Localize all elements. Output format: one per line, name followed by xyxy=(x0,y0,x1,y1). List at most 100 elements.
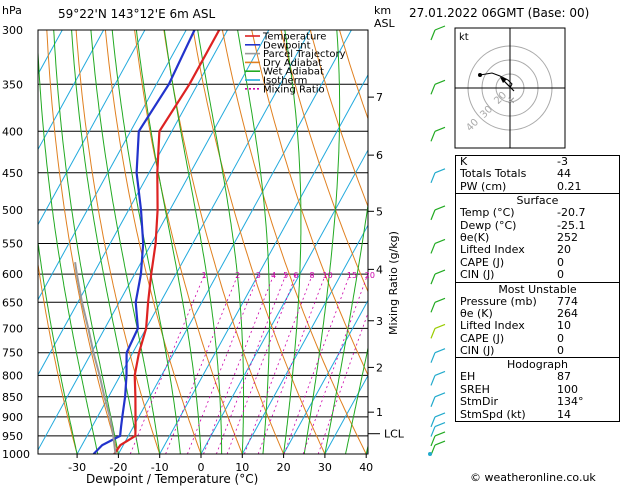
mu-row: Pressure (mb) 774 xyxy=(456,294,619,308)
x-tick-label: -20 xyxy=(109,461,127,474)
wet-adiabat-line xyxy=(197,30,245,454)
mu-label: Pressure (mb) xyxy=(460,294,537,308)
dry-adiabat-line xyxy=(192,30,326,454)
indices-box: K -3 Totals Totals 44 PW (cm) 0.21 xyxy=(455,155,620,195)
wind-barb-flag xyxy=(434,269,446,275)
isotherm-line xyxy=(38,30,187,301)
dry-adiabat-line xyxy=(280,30,368,293)
index-label: PW (cm) xyxy=(460,179,507,193)
isotherm-line xyxy=(283,299,368,454)
x-tick-label: 0 xyxy=(198,461,205,474)
surface-label: Temp (°C) xyxy=(460,206,515,220)
wind-barb-flag xyxy=(434,412,446,418)
most-unstable-title: Most Unstable xyxy=(498,282,577,296)
hodograph-table-box: Hodograph EH 87 SREH 100 StmDir 134° StmSpd… xyxy=(455,357,620,423)
legend-label: Dewpoint xyxy=(263,40,311,51)
wind-barb xyxy=(430,375,436,386)
wind-barb-flag xyxy=(434,370,446,376)
isotherm-line xyxy=(200,149,368,454)
surface-label: CIN (J) xyxy=(460,268,495,282)
isotherm-line xyxy=(76,30,311,454)
hodo-row: StmSpd (kt) 14 xyxy=(456,408,619,421)
mu-value: 10 xyxy=(557,319,571,333)
skewt-grid xyxy=(38,30,368,454)
wet-adiabat-line xyxy=(53,30,119,454)
mu-label: CIN (J) xyxy=(460,344,495,358)
asl-unit: ASL xyxy=(374,17,396,30)
mixing-ratio-line xyxy=(165,273,239,454)
wind-barb-flag xyxy=(434,392,446,398)
wet-adiabat-line xyxy=(90,30,161,454)
mixing-ratio-line xyxy=(317,311,368,454)
mixing-ratio-line xyxy=(257,273,326,454)
x-tick-label: -30 xyxy=(68,461,86,474)
pressure-tick-label: 550 xyxy=(2,237,23,250)
wind-barb xyxy=(430,273,436,285)
hodograph-unit: kt xyxy=(459,32,469,43)
dry-adiabat-line xyxy=(75,30,161,454)
hodo-value: 87 xyxy=(557,370,571,384)
mixing-ratio-line xyxy=(244,273,313,454)
mu-label: CAPE (J) xyxy=(460,331,505,345)
index-row: K -3 xyxy=(456,155,619,168)
dry-adiabat-line xyxy=(134,30,243,454)
pressure-tick-label: 900 xyxy=(2,411,23,424)
hodo-row: EH 87 xyxy=(456,370,619,384)
surface-label: CAPE (J) xyxy=(460,255,505,269)
hodo-label: EH xyxy=(460,370,476,384)
mu-value: 0 xyxy=(557,331,564,345)
dry-adiabat-line xyxy=(309,30,368,208)
x-axis-title: Dewpoint / Temperature (°C) xyxy=(86,472,258,486)
wind-barb-flag xyxy=(434,79,446,85)
wind-barb xyxy=(430,396,436,407)
mu-row: CIN (J) 0 xyxy=(456,344,619,358)
mixing-ratio-label: 15 xyxy=(347,271,357,280)
series-temperature xyxy=(113,30,221,454)
mixing-ratio-line xyxy=(283,273,351,454)
surface-row: Lifted Index 20 xyxy=(456,243,619,256)
mu-row: CAPE (J) 0 xyxy=(456,331,619,345)
mixing-ratio-label: 3 xyxy=(256,271,261,280)
x-tick-label: 20 xyxy=(277,461,291,474)
index-row: PW (cm) 0.21 xyxy=(456,179,619,193)
mu-label: Lifted Index xyxy=(460,319,525,333)
skewt-axes: 3003504004505005506006507007508008509009… xyxy=(2,24,446,474)
wind-barb-flag xyxy=(434,126,446,132)
legend-label: Parcel Trajectory xyxy=(263,49,346,60)
wet-adiabat-line xyxy=(237,30,270,454)
hodo-value: 100 xyxy=(557,382,578,396)
mixing-ratio-label: 5 xyxy=(283,271,288,280)
wind-barbs xyxy=(428,25,446,456)
mixing-ratio-line xyxy=(302,273,368,454)
wet-adiabat-line xyxy=(303,30,341,454)
surface-value: -25.1 xyxy=(557,218,586,232)
wind-barb-calm xyxy=(428,452,432,456)
mu-value: 774 xyxy=(557,294,578,308)
pressure-tick-label: 800 xyxy=(2,369,23,382)
dry-adiabat-line xyxy=(104,30,202,454)
hodo-value: 134° xyxy=(557,395,584,409)
wind-barb-flag xyxy=(434,168,446,174)
pressure-tick-label: 850 xyxy=(2,391,23,404)
wind-barb xyxy=(430,84,436,95)
hodograph-trace xyxy=(479,72,513,89)
legend-label: Temperature xyxy=(262,32,326,43)
mixing-ratio-label: 1 xyxy=(202,271,207,280)
isotherm-line xyxy=(38,30,270,452)
wind-barb-flag xyxy=(434,440,446,446)
wet-adiabat-line xyxy=(71,30,140,454)
index-row: Totals Totals 44 xyxy=(456,167,619,180)
x-tick-label: -10 xyxy=(151,461,169,474)
wind-barb xyxy=(430,209,436,221)
location-label: 59°22'N 143°12'E 6m ASL xyxy=(58,7,215,21)
pressure-tick-label: 350 xyxy=(2,78,23,91)
isotherm-line xyxy=(38,30,146,226)
mu-row: θe (K) 264 xyxy=(456,306,619,320)
pressure-tick-label: 400 xyxy=(2,125,23,138)
wet-adiabat-line xyxy=(111,30,181,454)
isotherm-line xyxy=(38,30,228,376)
hodo-row: SREH 100 xyxy=(456,382,619,396)
index-value: 0.21 xyxy=(557,179,582,193)
dry-adiabat-line xyxy=(221,30,367,454)
mu-value: 264 xyxy=(557,306,578,320)
